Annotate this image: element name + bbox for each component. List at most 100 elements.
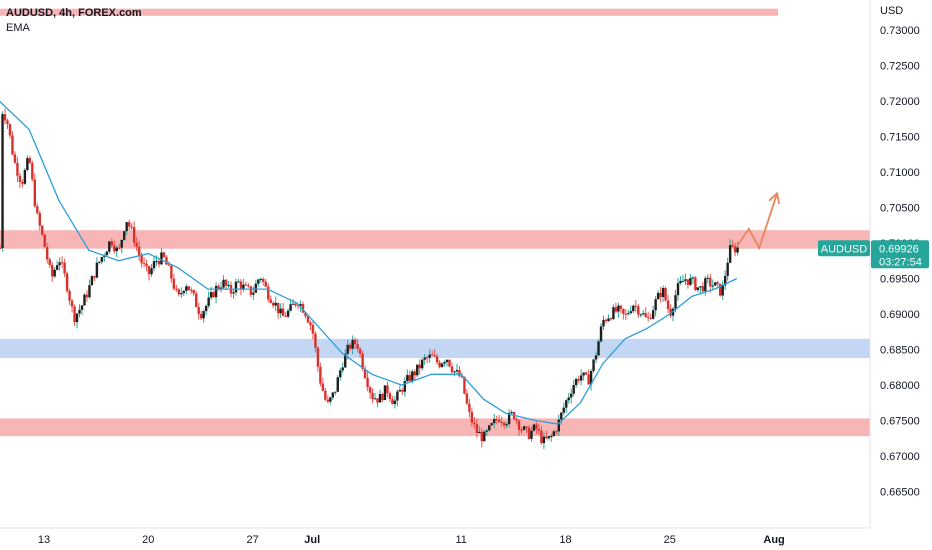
candle [644, 307, 647, 318]
candle-body [421, 359, 424, 369]
candle-body [629, 311, 633, 314]
candle [289, 300, 292, 312]
candle [301, 301, 305, 314]
candle [18, 172, 22, 189]
x-tick-label: 11 [455, 534, 466, 546]
candle [686, 279, 690, 289]
candle [473, 416, 476, 429]
candle-body [344, 353, 347, 368]
candle-body [199, 314, 203, 319]
candle [552, 429, 556, 437]
candle-body [445, 359, 449, 363]
candle [495, 415, 498, 425]
candle [378, 389, 382, 403]
candle-body [247, 285, 250, 287]
candle-body [448, 359, 451, 367]
x-tick-label: Aug [763, 534, 784, 546]
candle-body [679, 281, 682, 284]
ema-line [0, 100, 738, 425]
candle [480, 427, 484, 448]
candle [319, 362, 322, 387]
candle-body [353, 339, 357, 345]
candle [21, 179, 24, 188]
candle-body [249, 286, 253, 295]
candle-body [48, 259, 51, 266]
candle-body [209, 292, 213, 298]
candle [433, 348, 436, 358]
candle [125, 221, 128, 236]
candle-body [418, 364, 421, 369]
candle-body [450, 366, 454, 373]
candle [714, 282, 717, 286]
candle-body [435, 356, 439, 363]
candle-body [470, 411, 474, 423]
candle-body [582, 372, 585, 376]
candle-body [689, 278, 692, 285]
candle [83, 293, 86, 306]
candle [182, 289, 186, 297]
candle-body [100, 257, 104, 262]
candle [639, 313, 642, 318]
candle-body [83, 294, 86, 306]
candle [222, 275, 225, 290]
candle [11, 131, 14, 156]
candle-body [304, 312, 307, 317]
candle [177, 288, 181, 297]
candle-body [130, 226, 133, 228]
candle-body [204, 305, 208, 312]
candle [642, 309, 645, 316]
candle-body [547, 436, 551, 439]
candle-body [694, 277, 697, 290]
candle-body [162, 252, 166, 257]
candle [108, 240, 111, 255]
candle [622, 308, 625, 320]
candle-body [515, 419, 518, 421]
candle-body [497, 419, 501, 422]
candle-body [137, 246, 141, 256]
candle [110, 238, 113, 248]
candle [726, 257, 729, 281]
candle-body [326, 399, 330, 402]
candle [632, 304, 635, 314]
candle [689, 274, 692, 287]
candle-body [279, 308, 282, 314]
candle-body [691, 277, 695, 279]
candle-body [334, 391, 337, 393]
candle-body [80, 305, 84, 310]
candle-body [614, 307, 618, 312]
candle-body [455, 370, 459, 372]
candle [341, 362, 344, 374]
candle-body [649, 317, 652, 319]
candle [607, 314, 610, 322]
candle [63, 258, 66, 277]
candle-body [401, 389, 404, 392]
indicator-label: EMA [6, 22, 30, 34]
candle [267, 283, 270, 303]
candle [316, 346, 320, 372]
candle-body [202, 311, 205, 319]
candle [455, 363, 459, 374]
candle [165, 254, 168, 265]
candle [646, 311, 650, 322]
candle [269, 295, 272, 304]
candle [527, 424, 531, 440]
candle [88, 279, 91, 299]
candle-body [726, 262, 729, 276]
symbol-tag-bg [818, 240, 870, 257]
candle-body [376, 398, 379, 403]
candle-body [38, 213, 41, 226]
candle-body [180, 293, 183, 295]
candle-body [406, 375, 409, 381]
candle [406, 369, 409, 383]
candle-body [150, 268, 153, 275]
candle [93, 276, 96, 282]
candle-body [142, 263, 146, 265]
candle [430, 350, 434, 356]
candle-body [661, 287, 665, 297]
candle [510, 409, 513, 415]
chart-title: AUDUSD, 4h, FOREX.com [6, 7, 142, 19]
candle [356, 339, 359, 353]
projection-arrowhead [768, 191, 780, 205]
candle-body [336, 377, 339, 392]
